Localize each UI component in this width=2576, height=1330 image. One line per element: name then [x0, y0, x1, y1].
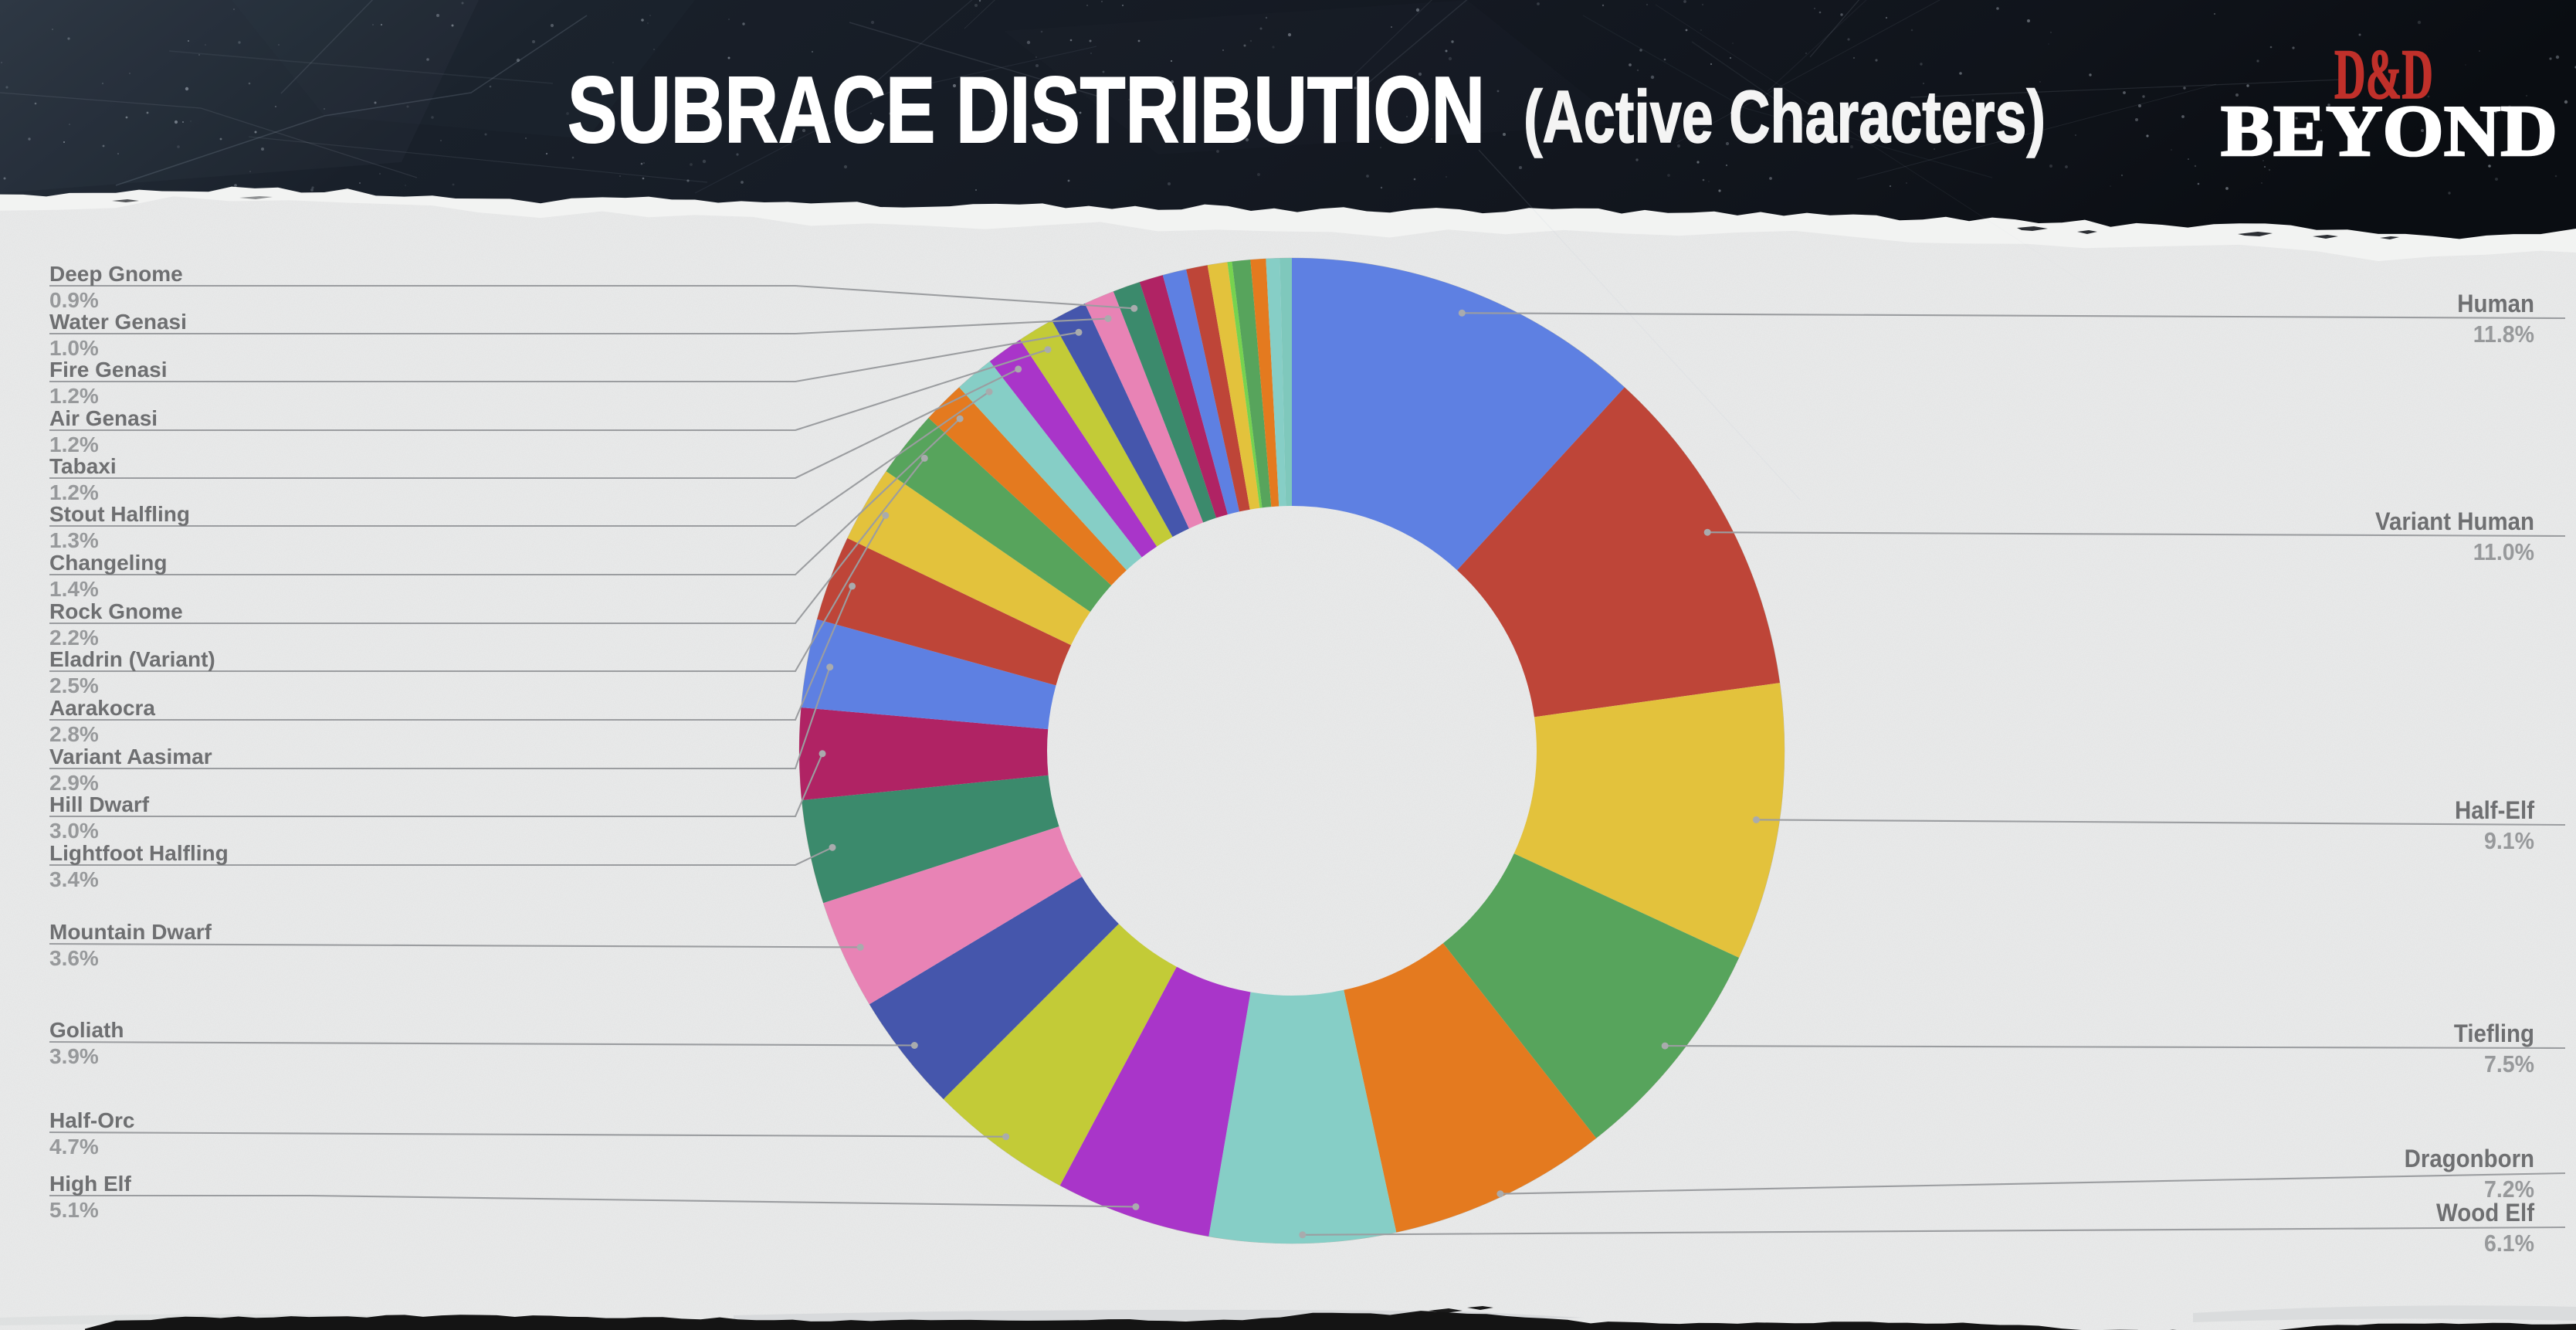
svg-text:Changeling: Changeling [49, 551, 167, 575]
svg-text:Fire Genasi: Fire Genasi [49, 358, 168, 382]
svg-text:SUBRACE DISTRIBUTION: SUBRACE DISTRIBUTION [568, 57, 1485, 162]
svg-text:9.1%: 9.1% [2484, 828, 2534, 854]
svg-text:Aarakocra: Aarakocra [49, 696, 155, 720]
svg-text:Human: Human [2457, 290, 2534, 317]
svg-text:2.9%: 2.9% [49, 771, 99, 795]
svg-text:7.5%: 7.5% [2484, 1051, 2534, 1077]
svg-text:4.7%: 4.7% [49, 1135, 99, 1159]
svg-text:(Active Characters): (Active Characters) [1524, 76, 2046, 158]
svg-text:7.2%: 7.2% [2484, 1176, 2534, 1203]
svg-text:Tabaxi: Tabaxi [49, 454, 117, 478]
svg-text:11.0%: 11.0% [2473, 539, 2534, 565]
svg-text:1.2%: 1.2% [49, 433, 99, 456]
svg-text:11.8%: 11.8% [2473, 321, 2534, 348]
svg-text:Variant Human: Variant Human [2375, 507, 2534, 535]
svg-text:Dragonborn: Dragonborn [2405, 1145, 2534, 1172]
svg-text:3.9%: 3.9% [49, 1044, 99, 1068]
svg-text:Deep Gnome: Deep Gnome [49, 262, 183, 286]
svg-text:Mountain Dwarf: Mountain Dwarf [49, 920, 212, 944]
svg-text:1.2%: 1.2% [49, 480, 99, 504]
svg-text:Eladrin (Variant): Eladrin (Variant) [49, 647, 215, 671]
svg-text:Water Genasi: Water Genasi [49, 310, 187, 334]
svg-text:0.9%: 0.9% [49, 288, 99, 312]
svg-text:1.4%: 1.4% [49, 577, 99, 601]
svg-text:Half-Elf: Half-Elf [2455, 796, 2535, 824]
svg-text:2.5%: 2.5% [49, 673, 99, 697]
svg-text:Wood Elf: Wood Elf [2436, 1199, 2535, 1227]
svg-text:6.1%: 6.1% [2484, 1230, 2534, 1257]
svg-text:Lightfoot Halfling: Lightfoot Halfling [49, 841, 229, 865]
svg-text:5.1%: 5.1% [49, 1198, 99, 1222]
svg-text:Stout Halfling: Stout Halfling [49, 502, 190, 526]
svg-text:3.6%: 3.6% [49, 946, 99, 970]
svg-text:2.2%: 2.2% [49, 626, 99, 650]
svg-text:Air Genasi: Air Genasi [49, 406, 158, 430]
svg-text:2.8%: 2.8% [49, 722, 99, 746]
svg-text:3.0%: 3.0% [49, 819, 99, 843]
svg-text:1.0%: 1.0% [49, 336, 99, 360]
svg-text:High Elf: High Elf [49, 1172, 131, 1196]
svg-text:Rock Gnome: Rock Gnome [49, 599, 183, 623]
svg-text:Half-Orc: Half-Orc [49, 1108, 134, 1132]
svg-text:1.3%: 1.3% [49, 528, 99, 552]
svg-text:BEYOND: BEYOND [2221, 91, 2557, 171]
svg-text:Variant Aasimar: Variant Aasimar [49, 745, 212, 768]
svg-text:1.2%: 1.2% [49, 384, 99, 408]
svg-text:Hill Dwarf: Hill Dwarf [49, 792, 150, 816]
svg-text:D&D: D&D [2334, 35, 2433, 114]
svg-text:Tiefling: Tiefling [2454, 1020, 2534, 1047]
svg-text:Goliath: Goliath [49, 1018, 124, 1042]
svg-text:3.4%: 3.4% [49, 867, 99, 891]
